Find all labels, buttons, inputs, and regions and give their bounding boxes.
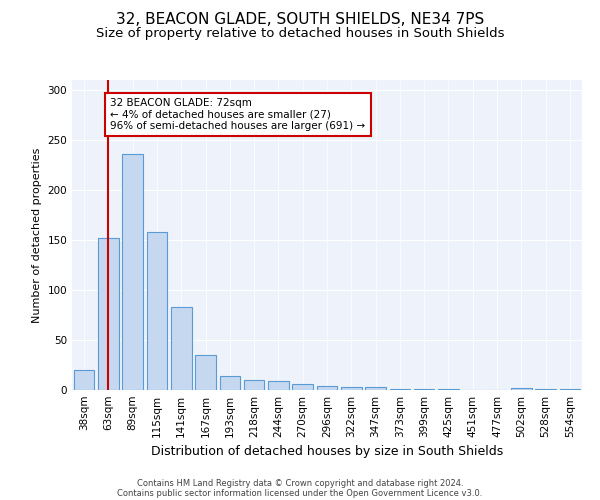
Bar bbox=[389, 389, 410, 390]
Bar bbox=[292, 384, 313, 390]
X-axis label: Distribution of detached houses by size in South Shields: Distribution of detached houses by size … bbox=[151, 446, 503, 458]
Bar bbox=[438, 389, 459, 390]
Text: Size of property relative to detached houses in South Shields: Size of property relative to detached ho… bbox=[96, 28, 504, 40]
Bar bbox=[365, 387, 386, 390]
Text: 32, BEACON GLADE, SOUTH SHIELDS, NE34 7PS: 32, BEACON GLADE, SOUTH SHIELDS, NE34 7P… bbox=[116, 12, 484, 28]
Bar bbox=[535, 389, 556, 390]
Bar bbox=[195, 355, 216, 390]
Bar bbox=[414, 389, 434, 390]
Text: Contains public sector information licensed under the Open Government Licence v3: Contains public sector information licen… bbox=[118, 488, 482, 498]
Bar bbox=[268, 381, 289, 390]
Bar bbox=[98, 238, 119, 390]
Text: Contains HM Land Registry data © Crown copyright and database right 2024.: Contains HM Land Registry data © Crown c… bbox=[137, 478, 463, 488]
Bar bbox=[220, 376, 240, 390]
Bar bbox=[244, 380, 265, 390]
Text: 32 BEACON GLADE: 72sqm
← 4% of detached houses are smaller (27)
96% of semi-deta: 32 BEACON GLADE: 72sqm ← 4% of detached … bbox=[110, 98, 365, 131]
Bar bbox=[146, 232, 167, 390]
Bar bbox=[511, 388, 532, 390]
Y-axis label: Number of detached properties: Number of detached properties bbox=[32, 148, 42, 322]
Bar bbox=[122, 154, 143, 390]
Bar bbox=[560, 389, 580, 390]
Bar bbox=[74, 370, 94, 390]
Bar bbox=[341, 387, 362, 390]
Bar bbox=[317, 386, 337, 390]
Bar bbox=[171, 307, 191, 390]
